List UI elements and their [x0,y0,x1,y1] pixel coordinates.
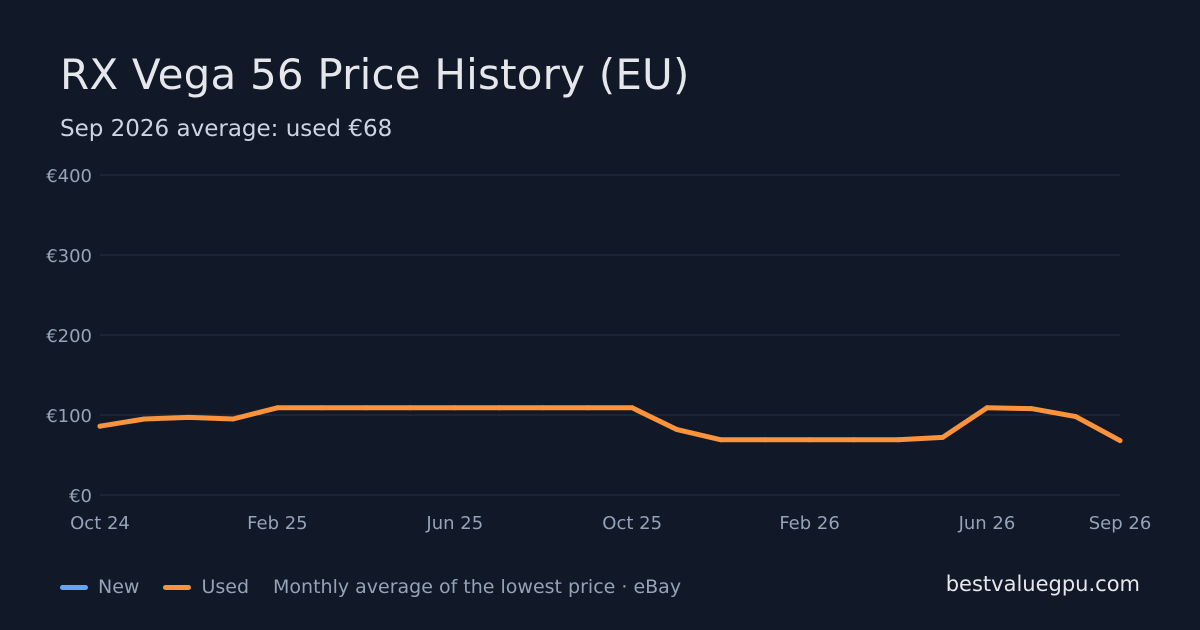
legend-item-used[interactable]: Used [163,576,249,598]
legend-swatch-new [60,584,88,590]
x-tick-label: Oct 25 [602,513,662,534]
data-point-used [1073,414,1079,420]
y-tick-label: €300 [46,246,92,267]
data-point-used [1028,406,1034,412]
legend-label-new: New [98,576,140,598]
data-point-used [319,405,325,411]
x-tick-label: Oct 24 [70,513,130,534]
data-point-used [452,405,458,411]
y-tick-label: €0 [69,486,92,507]
y-tick-label: €100 [46,406,92,427]
data-point-used [851,437,857,443]
data-point-used [230,416,236,422]
legend-label-used: Used [201,576,250,598]
data-point-used [1117,438,1123,444]
data-point-used [363,405,369,411]
data-point-used [585,405,591,411]
chart-subtitle: Sep 2026 average: used €68 [60,116,393,142]
x-tick-label: Feb 25 [247,513,308,534]
x-tick-label: Sep 26 [1089,513,1152,534]
legend: New Used Monthly average of the lowest p… [60,574,681,600]
x-tick-label: Jun 25 [425,513,483,534]
x-tick-label: Feb 26 [779,513,840,534]
data-point-used [496,405,502,411]
chart-title: RX Vega 56 Price History (EU) [60,50,690,99]
data-point-used [186,414,192,420]
legend-swatch-used [163,584,192,590]
data-point-used [762,437,768,443]
legend-item-new[interactable]: New [60,576,139,598]
data-point-used [540,405,546,411]
legend-source-note: Monthly average of the lowest price · eB… [273,576,682,598]
data-point-used [407,405,413,411]
data-point-used [274,405,280,411]
data-point-used [984,405,990,411]
brand-link[interactable]: bestvaluegpu.com [945,572,1140,596]
data-point-used [807,437,813,443]
y-tick-label: €400 [46,166,92,187]
data-point-used [97,423,103,429]
data-point-used [674,426,680,432]
data-point-used [718,437,724,443]
y-tick-label: €200 [46,326,92,347]
x-tick-label: Jun 26 [958,513,1016,534]
data-point-used [940,434,946,440]
data-point-used [895,437,901,443]
data-point-used [141,416,147,422]
series-line-used [97,405,1123,444]
data-point-used [629,405,635,411]
